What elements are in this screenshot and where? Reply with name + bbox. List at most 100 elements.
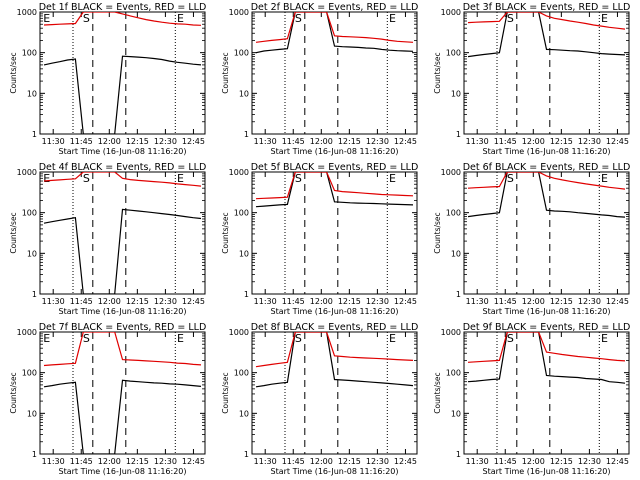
y-tick-label: 100 <box>446 49 461 58</box>
x-tick-label: 11:30 <box>466 457 489 466</box>
y-tick-label: 10 <box>239 89 249 98</box>
x-tick-label: 12:00 <box>522 137 545 146</box>
y-tick-label: 1000 <box>17 328 37 337</box>
x-tick-label: 12:30 <box>366 457 389 466</box>
x-tick-label: 12:45 <box>394 137 417 146</box>
panel-det-4: Det 4f BLACK = Events, RED = LLD 1 10 100 10… <box>9 162 206 316</box>
x-tick-label: 11:30 <box>466 137 489 146</box>
y-axis-label: Counts/sec <box>221 52 230 93</box>
panel-det-1: Det 1f BLACK = Events, RED = LLD 1 10 100 10… <box>9 2 206 156</box>
marker-annotation: S <box>507 172 514 185</box>
y-tick-label: 1 <box>32 450 37 459</box>
x-axis-label: Start Time (16-Jun-08 11:16:20) <box>271 467 399 476</box>
y-tick-label: 100 <box>22 49 37 58</box>
y-axis-label: Counts/sec <box>9 372 18 413</box>
marker-annotation: S <box>83 332 90 345</box>
marker-annotation: E <box>43 332 50 345</box>
x-axis-label: Start Time (16-Jun-08 11:16:20) <box>483 307 611 316</box>
x-tick-label: 12:15 <box>550 297 573 306</box>
y-tick-label: 10 <box>239 249 249 258</box>
y-tick-label: 10 <box>451 89 461 98</box>
x-tick-label: 12:30 <box>578 457 601 466</box>
x-tick-label: 11:30 <box>466 297 489 306</box>
marker-annotation: E <box>389 332 396 345</box>
x-tick-label: 11:30 <box>254 297 277 306</box>
x-tick-label: 12:45 <box>606 137 629 146</box>
x-tick-label: 12:00 <box>310 137 333 146</box>
chart-title: Det 6f BLACK = Events, RED = LLD <box>463 162 631 173</box>
y-tick-label: 1000 <box>229 8 249 17</box>
lld-series-line <box>255 172 414 200</box>
x-tick-label: 12:15 <box>550 457 573 466</box>
axes-frame <box>39 331 206 455</box>
x-tick-label: 11:45 <box>494 457 517 466</box>
y-tick-label: 10 <box>27 249 37 258</box>
x-tick-label: 12:45 <box>182 457 205 466</box>
x-tick-label: 12:15 <box>338 297 361 306</box>
panel-det-7: Det 7f BLACK = Events, RED = LLD 1 10 100 10… <box>9 322 206 476</box>
axes-frame <box>39 11 206 135</box>
marker-annotation: E <box>601 12 608 25</box>
x-tick-label: 12:30 <box>578 137 601 146</box>
x-tick-label: 12:30 <box>366 297 389 306</box>
y-tick-label: 1000 <box>441 8 461 17</box>
x-tick-label: 12:30 <box>578 297 601 306</box>
x-tick-label: 12:00 <box>98 297 121 306</box>
chart-title: Det 5f BLACK = Events, RED = LLD <box>251 162 419 173</box>
y-tick-label: 1000 <box>441 168 461 177</box>
y-tick-label: 1 <box>244 450 249 459</box>
x-axis-label: Start Time (16-Jun-08 11:16:20) <box>483 467 611 476</box>
events-series-line <box>467 12 626 58</box>
y-tick-label: 1 <box>32 130 37 139</box>
axes-frame <box>39 171 206 295</box>
x-tick-label: 11:45 <box>282 137 305 146</box>
panel-det-8: Det 8f BLACK = Events, RED = LLD 1 10 100 10… <box>221 322 418 476</box>
events-series-line <box>467 332 626 384</box>
x-tick-label: 12:45 <box>606 297 629 306</box>
events-series-line <box>255 172 414 208</box>
panel-det-6: Det 6f BLACK = Events, RED = LLD 1 10 100 10… <box>433 162 630 316</box>
x-axis-label: Start Time (16-Jun-08 11:16:20) <box>271 147 399 156</box>
x-tick-label: 12:45 <box>606 457 629 466</box>
x-tick-label: 12:00 <box>98 137 121 146</box>
events-series-line <box>43 379 202 454</box>
x-tick-label: 12:00 <box>310 457 333 466</box>
x-axis-label: Start Time (16-Jun-08 11:16:20) <box>59 467 187 476</box>
x-tick-label: 12:45 <box>394 297 417 306</box>
y-tick-label: 10 <box>27 89 37 98</box>
x-tick-label: 12:45 <box>182 297 205 306</box>
y-tick-label: 1 <box>456 130 461 139</box>
y-tick-label: 1 <box>32 290 37 299</box>
y-tick-label: 1 <box>456 450 461 459</box>
axes-frame <box>251 11 418 135</box>
y-tick-label: 10 <box>451 409 461 418</box>
x-tick-label: 12:45 <box>182 137 205 146</box>
panel-det-2: Det 2f BLACK = Events, RED = LLD 1 10 100 10… <box>221 2 418 156</box>
y-tick-label: 100 <box>234 49 249 58</box>
axes-frame <box>251 171 418 295</box>
x-tick-label: 11:45 <box>282 297 305 306</box>
y-axis-label: Counts/sec <box>221 372 230 413</box>
y-tick-label: 100 <box>234 209 249 218</box>
x-tick-label: 12:15 <box>338 137 361 146</box>
x-tick-label: 12:30 <box>154 137 177 146</box>
y-tick-label: 100 <box>446 209 461 218</box>
marker-annotation: E <box>43 12 50 25</box>
y-tick-label: 10 <box>239 409 249 418</box>
y-axis-label: Counts/sec <box>221 212 230 253</box>
marker-annotation: S <box>507 332 514 345</box>
lld-series-line <box>467 12 626 30</box>
chart-title: Det 3f BLACK = Events, RED = LLD <box>463 2 631 13</box>
marker-annotation: S <box>83 12 90 25</box>
y-axis-label: Counts/sec <box>9 212 18 253</box>
x-tick-label: 12:30 <box>154 297 177 306</box>
chart-title: Det 9f BLACK = Events, RED = LLD <box>463 322 631 333</box>
y-tick-label: 1 <box>456 290 461 299</box>
lld-series-line <box>255 12 414 43</box>
x-tick-label: 12:45 <box>394 457 417 466</box>
chart-title: Det 1f BLACK = Events, RED = LLD <box>39 2 207 13</box>
x-tick-label: 12:00 <box>310 297 333 306</box>
x-axis-label: Start Time (16-Jun-08 11:16:20) <box>59 307 187 316</box>
y-axis-label: Counts/sec <box>433 52 442 93</box>
